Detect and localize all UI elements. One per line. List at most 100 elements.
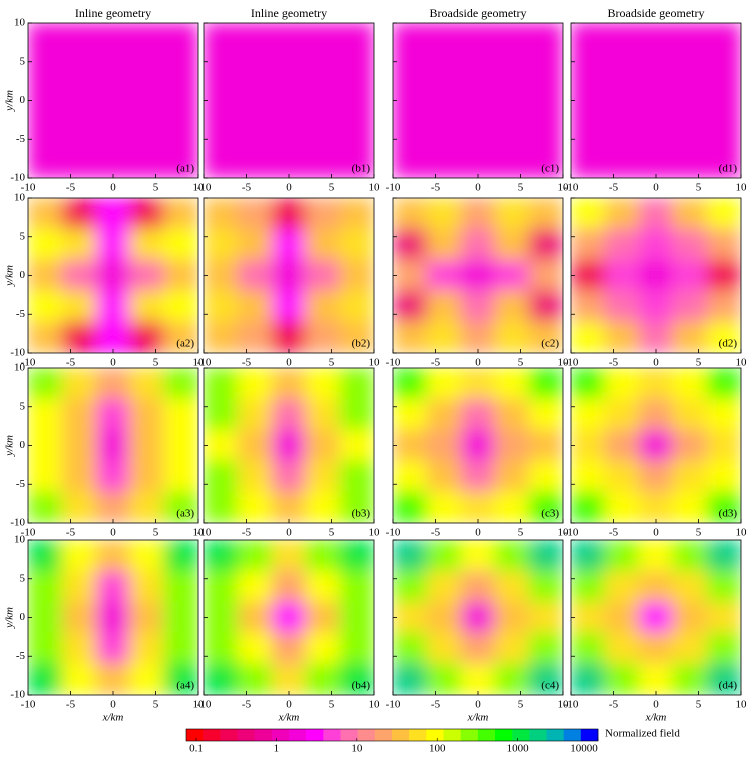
x-tick-label: 0 [475, 357, 481, 369]
heatmap-cell [129, 601, 165, 634]
heatmap-cell [237, 491, 273, 523]
colorbar-swatch [340, 729, 358, 741]
heatmap-cell [95, 115, 131, 148]
x-tick-label: -10 [197, 357, 212, 369]
heatmap-cell [28, 115, 63, 148]
heatmap-cell [95, 84, 131, 117]
heatmap-cell [672, 53, 708, 86]
heatmap-cell [339, 290, 374, 323]
colorbar-swatch [409, 729, 427, 741]
heatmap-cell [95, 663, 131, 695]
heatmap-cell [604, 398, 640, 431]
heatmap [571, 368, 741, 523]
colorbar-swatch [443, 729, 461, 741]
heatmap-cell [528, 53, 563, 86]
heatmap-cell [706, 290, 741, 323]
x-axis-label: x/km [467, 712, 489, 724]
x-tick-label: 10 [369, 699, 381, 711]
x-tick-label: -10 [21, 699, 36, 711]
heatmap-cell [61, 460, 97, 493]
colorbar-swatch [546, 729, 564, 741]
heatmap-cell [237, 115, 273, 148]
heatmap-cell [28, 146, 63, 178]
colorbar-swatch [580, 729, 599, 741]
y-axis-label: y/km [4, 607, 16, 629]
heatmap-cell [28, 601, 63, 634]
x-tick-label: 5 [518, 699, 524, 711]
x-tick-label: -5 [431, 182, 441, 194]
heatmap-cell [271, 601, 307, 634]
x-tick-label: 10 [736, 357, 748, 369]
heatmap-cell [638, 146, 674, 178]
heatmap-cell [129, 491, 165, 523]
heatmap-cell [706, 23, 741, 55]
heatmap-cell [204, 321, 239, 353]
heatmap [28, 23, 198, 178]
heatmap-cell [28, 491, 63, 523]
heatmap-cell [28, 429, 63, 462]
heatmap-cell [706, 321, 741, 353]
x-tick-label: 5 [518, 357, 524, 369]
heatmap-cell [61, 115, 97, 148]
heatmap-cell [426, 198, 462, 230]
heatmap-cells [393, 23, 563, 178]
heatmap-cell [494, 115, 530, 148]
heatmap-cell [305, 146, 341, 178]
heatmap-cell [638, 321, 674, 353]
x-tick-label: 5 [153, 699, 159, 711]
heatmap-cell [604, 198, 640, 230]
heatmap-cell [393, 398, 428, 431]
heatmap-cell [494, 540, 530, 572]
x-tick-label: 10 [558, 182, 570, 194]
colorbar-swatch [289, 729, 307, 741]
heatmap-cell [237, 368, 273, 400]
heatmap [204, 23, 374, 178]
heatmap-cells [28, 198, 198, 353]
heatmap-cell [271, 198, 307, 230]
heatmap-cell [706, 429, 741, 462]
heatmap-cell [237, 460, 273, 493]
colorbar-tick-label: 0.1 [189, 743, 203, 755]
heatmap-cell [28, 632, 63, 665]
colorbar-label: Normalized field [605, 728, 680, 740]
heatmap-cell [706, 540, 741, 572]
heatmap-cell [706, 460, 741, 493]
heatmap-cell [638, 259, 674, 292]
heatmap-cell [571, 491, 606, 523]
heatmap-cell [163, 115, 198, 148]
y-tick-label: -10 [10, 517, 25, 529]
heatmap-cell [571, 632, 606, 665]
heatmap-cell [528, 540, 563, 572]
heatmap-cell [706, 368, 741, 400]
heatmap-cell [426, 23, 462, 55]
x-tick-label: 10 [558, 699, 570, 711]
colorbar-tick-label: 1 [274, 743, 280, 755]
heatmap-cell [528, 429, 563, 462]
heatmap-cell [672, 663, 708, 695]
heatmap-cell [494, 321, 530, 353]
heatmap-cell [61, 259, 97, 292]
column-title: Broadside geometry [608, 6, 705, 20]
heatmap-cell [426, 570, 462, 603]
colorbar-swatch [271, 729, 290, 741]
x-axis-label: x/km [102, 712, 124, 724]
heatmap-cell [305, 84, 341, 117]
heatmap-cell [61, 632, 97, 665]
x-tick-label: 10 [193, 182, 205, 194]
x-axis-label: x/km [645, 712, 667, 724]
heatmap-cell [638, 53, 674, 86]
heatmap-cell [28, 368, 63, 400]
heatmap-cell [672, 290, 708, 323]
heatmap-cell [528, 368, 563, 400]
heatmap-cells [28, 540, 198, 695]
heatmap-cell [237, 321, 273, 353]
heatmap-cell [604, 429, 640, 462]
heatmap-cell [339, 460, 374, 493]
heatmap-cell [706, 115, 741, 148]
heatmap-cell [129, 290, 165, 323]
heatmap-cell [638, 632, 674, 665]
x-tick-label: 0 [286, 182, 292, 194]
heatmap-cell [528, 84, 563, 117]
y-tick-label: 0 [20, 439, 26, 451]
x-tick-label: 10 [369, 182, 381, 194]
